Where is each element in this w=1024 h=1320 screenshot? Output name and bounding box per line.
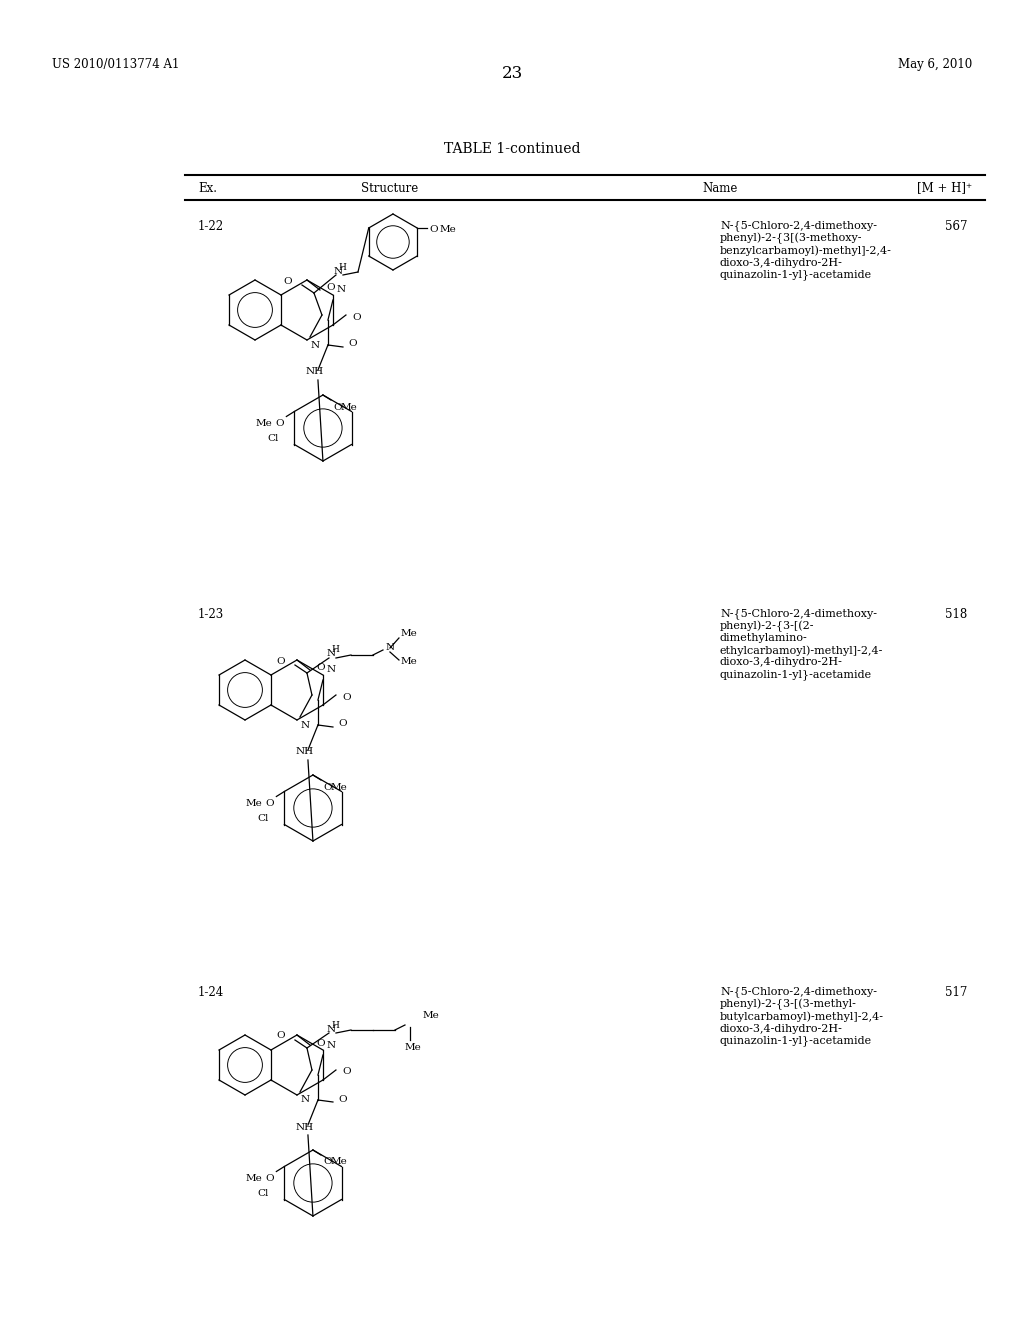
Text: NH: NH [296, 747, 314, 756]
Text: 1-23: 1-23 [198, 609, 224, 620]
Text: O: O [323, 783, 332, 792]
Text: Cl: Cl [257, 1189, 268, 1199]
Text: [M + H]⁺: [M + H]⁺ [918, 181, 973, 194]
Text: N: N [327, 649, 336, 659]
Text: N: N [337, 285, 346, 294]
Text: Name: Name [702, 181, 737, 194]
Text: Cl: Cl [257, 814, 268, 822]
Text: O: O [316, 1039, 325, 1048]
Text: N: N [334, 267, 343, 276]
Text: O: O [342, 693, 350, 701]
Text: O: O [275, 418, 285, 428]
Text: N: N [301, 721, 310, 730]
Text: Me: Me [246, 1173, 262, 1183]
Text: O: O [348, 339, 356, 348]
Text: Cl: Cl [267, 434, 279, 444]
Text: Me: Me [246, 799, 262, 808]
Text: Me: Me [423, 1011, 439, 1019]
Text: NH: NH [306, 367, 324, 376]
Text: 517: 517 [945, 986, 968, 999]
Text: N: N [327, 1024, 336, 1034]
Text: N-{5-Chloro-2,4-dimethoxy-
phenyl)-2-{3-[(2-
dimethylamino-
ethylcarbamoyl)-meth: N-{5-Chloro-2,4-dimethoxy- phenyl)-2-{3-… [720, 609, 884, 680]
Text: N-{5-Chloro-2,4-dimethoxy-
phenyl)-2-{3[(3-methoxy-
benzylcarbamoyl)-methyl]-2,4: N-{5-Chloro-2,4-dimethoxy- phenyl)-2-{3[… [720, 220, 892, 280]
Text: 567: 567 [945, 220, 968, 234]
Text: N: N [327, 1040, 336, 1049]
Text: O: O [338, 719, 346, 729]
Text: Structure: Structure [361, 181, 419, 194]
Text: O: O [333, 403, 342, 412]
Text: O: O [276, 656, 285, 665]
Text: 1-24: 1-24 [198, 986, 224, 999]
Text: O: O [429, 226, 438, 235]
Text: N-{5-Chloro-2,4-dimethoxy-
phenyl)-2-{3-[(3-methyl-
butylcarbamoyl)-methyl]-2,4-: N-{5-Chloro-2,4-dimethoxy- phenyl)-2-{3-… [720, 986, 884, 1045]
Text: O: O [316, 664, 325, 672]
Text: TABLE 1-continued: TABLE 1-continued [443, 143, 581, 156]
Text: Me: Me [404, 1043, 422, 1052]
Text: US 2010/0113774 A1: US 2010/0113774 A1 [52, 58, 179, 71]
Text: O: O [352, 313, 360, 322]
Text: Me: Me [331, 783, 348, 792]
Text: O: O [338, 1094, 346, 1104]
Text: O: O [276, 1031, 285, 1040]
Text: N: N [327, 665, 336, 675]
Text: H: H [331, 1020, 339, 1030]
Text: O: O [326, 284, 335, 293]
Text: H: H [338, 263, 346, 272]
Text: O: O [323, 1158, 332, 1167]
Text: NH: NH [296, 1122, 314, 1131]
Text: O: O [266, 1173, 274, 1183]
Text: May 6, 2010: May 6, 2010 [898, 58, 972, 71]
Text: H: H [331, 645, 339, 655]
Text: Me: Me [401, 630, 418, 639]
Text: Me: Me [439, 226, 456, 235]
Text: N: N [301, 1096, 310, 1105]
Text: N: N [311, 341, 321, 350]
Text: Me: Me [401, 657, 418, 667]
Text: 518: 518 [945, 609, 968, 620]
Text: Me: Me [256, 418, 272, 428]
Text: Ex.: Ex. [198, 181, 217, 194]
Text: 23: 23 [502, 65, 522, 82]
Text: Me: Me [331, 1158, 348, 1167]
Text: Me: Me [341, 403, 357, 412]
Text: N: N [386, 643, 395, 652]
Text: O: O [266, 799, 274, 808]
Text: O: O [284, 276, 292, 285]
Text: 1-22: 1-22 [198, 220, 224, 234]
Text: O: O [342, 1068, 350, 1077]
